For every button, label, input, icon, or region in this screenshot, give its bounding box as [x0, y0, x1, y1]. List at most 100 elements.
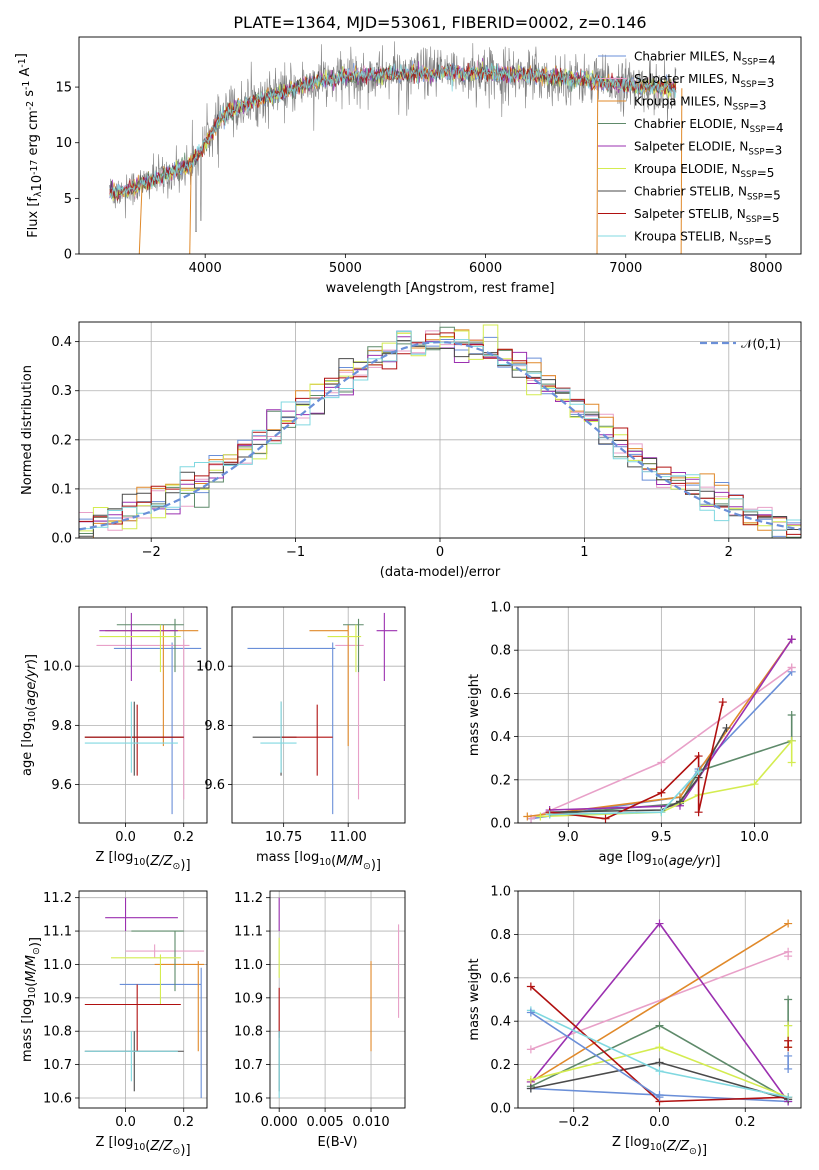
- y-tick-label: 0.8: [490, 644, 511, 659]
- model-spectrum-line: [109, 62, 677, 202]
- mass-weight-line: [530, 951, 789, 1051]
- errorbar-point: [84, 1031, 184, 1092]
- x-tick-label: 2: [725, 545, 733, 560]
- errorbar-point: [260, 701, 297, 773]
- data-point-marker: [536, 812, 545, 821]
- y-tick-label: 10.8: [234, 1025, 263, 1040]
- mask-edge-line: [680, 88, 683, 254]
- y-tick-label: 0.4: [490, 730, 511, 745]
- y-tick-label: 0.3: [51, 384, 72, 399]
- errorbar-point: [84, 984, 181, 1052]
- x-tick-label: 0.0: [115, 830, 136, 845]
- data-point-marker: [655, 919, 664, 928]
- data-point-marker: [655, 1093, 664, 1102]
- y-tick-label: 1.0: [490, 601, 511, 616]
- legend-entry: 𝒩(0,1): [741, 337, 781, 351]
- data-point-marker: [784, 919, 793, 928]
- errorbar-point: [105, 897, 178, 932]
- data-point-marker: [784, 952, 793, 961]
- mask-edge-line: [189, 164, 192, 254]
- x-tick-label: 0.0: [115, 1115, 136, 1130]
- axes-frame: [78, 36, 802, 255]
- x-tick-label: 6000: [469, 261, 502, 276]
- errorbar-point: [84, 701, 178, 773]
- errorbar-point: [247, 642, 336, 815]
- data-point-marker: [784, 1051, 793, 1060]
- data-point-marker: [526, 1008, 535, 1017]
- residuals-plot-area: [79, 324, 801, 538]
- spectrum-plot-area: [109, 41, 683, 254]
- x-axis-label: Z [log10(Z/Z⊙)]: [95, 850, 190, 873]
- errorbar-point: [84, 704, 184, 776]
- y-tick-label: 0.2: [51, 433, 72, 448]
- y-axis-label: mass weight: [467, 674, 482, 756]
- data-point-marker: [655, 1067, 664, 1076]
- data-point-marker: [526, 1045, 535, 1054]
- legend-entry: Kroupa STELIB, NSSP=5: [634, 230, 772, 248]
- legend-entry: Chabrier STELIB, NSSP=5: [634, 185, 781, 203]
- axes-frame: [78, 890, 208, 1109]
- data-point-marker: [787, 635, 796, 644]
- data-point-marker: [523, 812, 532, 821]
- x-tick-label: 5000: [329, 261, 362, 276]
- data-point-marker: [787, 711, 796, 719]
- mask-edge-line: [596, 81, 599, 254]
- legend-entry: Salpeter MILES, NSSP=3: [634, 72, 774, 90]
- data-point-marker: [657, 758, 666, 767]
- x-tick-label: 11.00: [330, 830, 367, 845]
- data-point-marker: [787, 736, 796, 745]
- y-tick-label: 11.0: [234, 958, 263, 973]
- mass_vs_ebv-plot-area: [278, 897, 400, 1098]
- y-tick-label: 0.8: [490, 928, 511, 943]
- data-point-marker: [657, 788, 666, 797]
- y-tick-label: 0.6: [490, 687, 511, 702]
- y-tick-label: 9.8: [51, 719, 72, 734]
- massweight_vs_age-plot-area: [523, 635, 796, 823]
- data-point-marker: [750, 780, 759, 789]
- y-tick-label: 10.9: [43, 991, 72, 1006]
- axes-frame: [231, 606, 406, 824]
- x-tick-label: −1: [286, 545, 305, 560]
- x-tick-label: 10.0: [740, 830, 769, 845]
- y-tick-label: 10.9: [234, 991, 263, 1006]
- errorbar-point: [96, 639, 190, 800]
- errorbar-point: [327, 624, 362, 673]
- mass-weight-line: [549, 740, 792, 816]
- mass_vs_ebv-panel: 0.000 0.005 0.010 10.6 10.7 10.8 10.9 11.0 11.1 1…: [234, 890, 406, 1150]
- x-axis-label: mass [log10(M/M⊙)]: [256, 850, 381, 873]
- errorbar-point: [154, 961, 205, 1052]
- y-tick-label: 10.7: [43, 1058, 72, 1073]
- axes-frame: [78, 321, 802, 539]
- x-tick-label: 0.2: [735, 1115, 756, 1130]
- x-tick-label: 0.010: [352, 1115, 389, 1130]
- x-tick-label: −0.2: [558, 1115, 590, 1130]
- data-point-marker: [787, 758, 796, 767]
- age_vs_mass-plot-area: [247, 612, 398, 815]
- y-axis-label: Flux [fλ10-17 erg cm-2 s-1 A-1]: [14, 53, 45, 238]
- mass_vs_Z-panel: 0.0 0.2 10.6 10.7 10.8 10.9 11.0 11.1 11.2 Z [log…: [20, 890, 208, 1158]
- mask-edge-line: [138, 184, 143, 254]
- data-point-marker: [655, 1021, 664, 1030]
- x-tick-label: 1: [580, 545, 588, 560]
- legend-entry: Chabrier ELODIE, NSSP=4: [634, 117, 783, 135]
- mass-weight-line: [549, 701, 724, 820]
- legend-entry: Chabrier MILES, NSSP=4: [634, 50, 776, 68]
- spectrum-panel: 4000 5000 6000 7000 8000 0 5 10 15 wavelength [An…: [14, 13, 802, 296]
- errorbar-point: [343, 618, 364, 673]
- spectrum-legend: Chabrier MILES, NSSP=4 Salpeter MILES, NS…: [598, 50, 783, 248]
- x-tick-label: −2: [142, 545, 161, 560]
- x-tick-label: 0.000: [261, 1115, 298, 1130]
- y-tick-label: 11.0: [43, 958, 72, 973]
- errorbar-point: [125, 944, 205, 958]
- y-tick-label: 10.0: [43, 660, 72, 675]
- y-axis-label: mass [log10(M/M⊙)]: [20, 937, 43, 1062]
- y-tick-label: 11.2: [234, 891, 263, 906]
- data-point-marker: [784, 1043, 793, 1052]
- axes-frame: [78, 606, 208, 824]
- gaussian-curve: [79, 341, 801, 531]
- y-tick-label: 0.4: [490, 1015, 511, 1030]
- y-tick-label: 11.1: [234, 925, 263, 940]
- data-point-marker: [718, 698, 727, 707]
- y-tick-label: 9.6: [204, 778, 225, 793]
- legend-entry: Salpeter ELODIE, NSSP=3: [634, 140, 782, 158]
